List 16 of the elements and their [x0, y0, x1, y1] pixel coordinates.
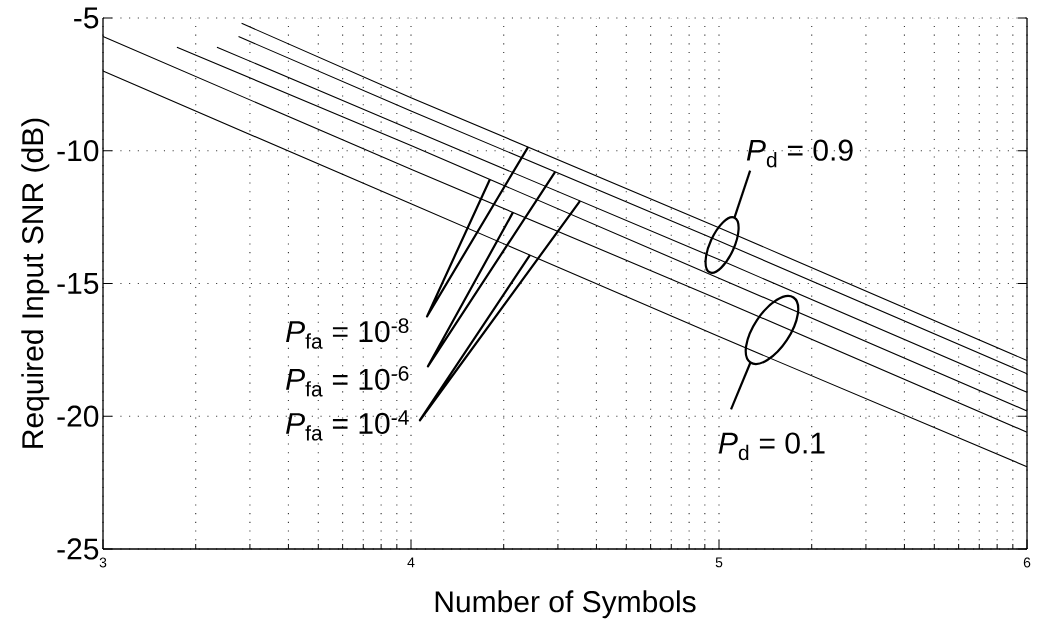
y-tick-label: -25 — [57, 538, 99, 560]
y-tick-label: -20 — [57, 405, 99, 427]
annotation: P$_{fa}$ = 10$^{-4}$ — [286, 410, 409, 441]
y-tick-label: -10 — [57, 140, 99, 162]
x-axis-title: Number of Symbols — [435, 590, 696, 619]
annotation: P$_{fa}$ = 10$^{-6}$ — [286, 366, 409, 397]
x-tick-label: 3 — [99, 557, 107, 568]
annotation: P$_{fa}$ = 10$^{-8}$ — [286, 318, 409, 349]
y-tick-label: -15 — [57, 273, 99, 294]
y-tick-label: -5 — [74, 7, 99, 29]
x-tick-label: 4 — [407, 557, 415, 568]
y-axis-title: Required Input SNR (dB) — [21, 118, 50, 448]
x-tick-label: 5 — [715, 557, 723, 568]
x-tick-label: 6 — [1023, 557, 1031, 568]
annotation: P$_{d}$ = 0.1 — [718, 432, 825, 461]
annotation: P$_{d}$ = 0.9 — [746, 139, 853, 168]
